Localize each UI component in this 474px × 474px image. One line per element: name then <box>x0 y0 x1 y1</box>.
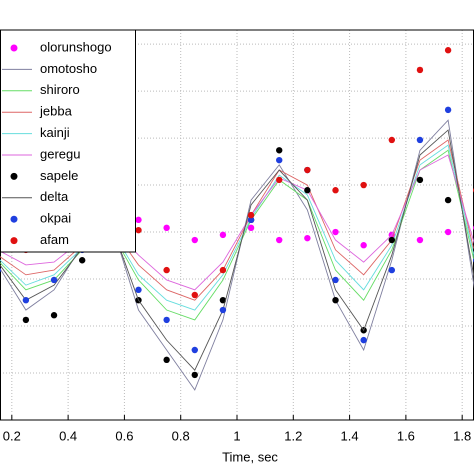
data-point <box>247 211 255 219</box>
data-point <box>332 228 339 236</box>
data-point <box>444 196 452 204</box>
legend-label: shiroro <box>40 82 80 97</box>
legend-box <box>0 29 136 253</box>
data-point <box>416 176 424 184</box>
legend-marker <box>10 172 18 180</box>
data-point <box>191 346 198 354</box>
legend-label: delta <box>40 189 69 204</box>
x-tick-label: 0.6 <box>115 428 133 443</box>
legend-label: olorunshogo <box>40 39 112 54</box>
data-point <box>191 236 198 244</box>
data-point <box>163 224 170 232</box>
data-point <box>360 336 367 344</box>
data-point <box>163 316 170 324</box>
data-point <box>276 156 283 164</box>
data-point <box>191 371 198 379</box>
data-point <box>304 166 311 174</box>
legend-label: jebba <box>39 104 73 119</box>
data-point <box>191 291 198 299</box>
legend-label: afam <box>40 232 69 247</box>
data-point <box>0 267 1 273</box>
data-point <box>135 226 142 234</box>
data-point <box>247 224 255 232</box>
data-point <box>50 276 58 284</box>
data-point <box>332 187 339 194</box>
legend-marker <box>10 237 18 245</box>
data-point <box>219 231 227 239</box>
data-point <box>332 296 339 304</box>
x-tick-label: 1 <box>233 428 240 443</box>
data-point <box>163 266 170 274</box>
data-point <box>247 216 255 224</box>
data-point <box>219 266 227 274</box>
data-point <box>50 312 58 319</box>
data-point <box>360 242 367 249</box>
data-point <box>444 228 452 236</box>
data-point <box>444 47 452 54</box>
data-point <box>22 316 30 324</box>
x-tick-label: 1.8 <box>453 428 471 443</box>
data-point <box>163 356 170 364</box>
x-tick-label: 0.2 <box>3 428 21 443</box>
data-point <box>0 277 1 283</box>
x-tick-label: 1.4 <box>341 428 359 443</box>
legend-label: kainji <box>40 125 70 140</box>
legend-label: sapele <box>40 168 78 183</box>
legend-marker <box>10 215 18 223</box>
data-point <box>304 187 311 194</box>
legend: olorunshogo omotosho shiroro jebba kainji ger… <box>0 29 136 253</box>
data-point <box>444 106 452 114</box>
data-point <box>416 136 424 144</box>
x-tick-label: 0.4 <box>59 428 77 443</box>
data-point <box>388 266 396 274</box>
data-point <box>304 234 311 242</box>
x-tick-label: 0.8 <box>172 428 190 443</box>
data-point <box>388 136 396 144</box>
data-point <box>276 176 283 184</box>
data-point <box>219 296 227 304</box>
data-point <box>416 236 424 244</box>
data-point <box>219 306 227 314</box>
data-point <box>276 147 283 154</box>
legend-label: geregu <box>40 146 80 161</box>
series-line <box>0 129 474 371</box>
legend-label: omotosho <box>40 61 97 76</box>
data-point <box>135 286 142 294</box>
legend-label: okpai <box>40 211 71 226</box>
legend-marker <box>10 44 18 52</box>
data-point <box>22 296 30 304</box>
data-point <box>360 181 367 189</box>
data-point <box>78 257 86 264</box>
x-axis-label: Time, sec <box>222 449 278 464</box>
data-point <box>388 236 396 244</box>
data-point <box>332 276 339 284</box>
data-point <box>276 236 283 244</box>
data-point <box>416 66 424 74</box>
x-tick-label: 1.6 <box>397 428 415 443</box>
x-tick-label: 1.2 <box>284 428 302 443</box>
data-point <box>135 216 142 224</box>
